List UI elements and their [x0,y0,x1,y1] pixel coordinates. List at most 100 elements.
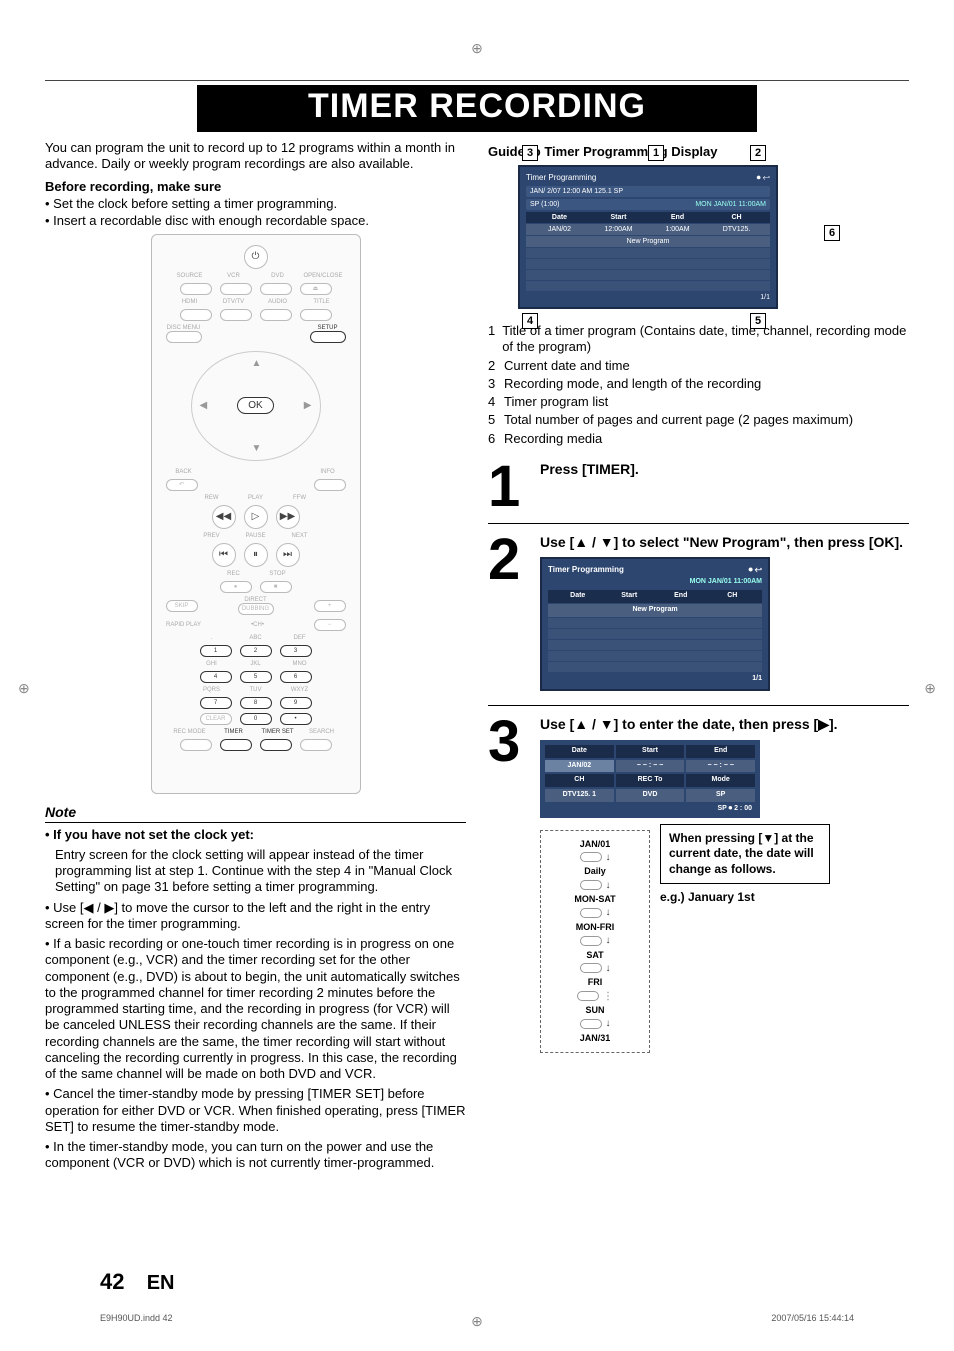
gn-2: 2 [488,358,498,374]
osd1-r-ch: DTV125. [707,226,766,233]
lbl-pause: PAUSE [238,533,274,539]
page-title: TIMER RECORDING [197,85,757,132]
right-column: Guide to Timer Programming Display 1 2 3… [488,140,909,1176]
seq-6: SUN [545,1005,645,1016]
arrow-left-icon: ◀ [200,400,208,411]
mt-h2: End [686,745,755,758]
gn-1: 1 [488,323,496,356]
note-item-4: • In the timer-standby mode, you can tur… [45,1139,466,1172]
numlbl-2a: GHI [194,661,230,667]
btn-timerset [260,739,292,751]
num-8: 8 [240,697,272,709]
osd2-c3: CH [707,592,759,601]
registration-mark-right: ⊕ [924,680,936,697]
mt-r2-0: DTV125. 1 [545,789,614,802]
btn-recmode [180,739,212,751]
osd1-c-start: Start [589,214,648,221]
btn-prev: ⏮ [212,543,236,567]
registration-mark-top: ⊕ [471,40,483,57]
lbl-rew: REW [194,495,230,501]
lbl-timerset: TIMER SET [260,729,296,735]
arrow-down-icon: ▼ [252,443,262,454]
btn-rew: ◀◀ [212,505,236,529]
lbl-play: PLAY [238,495,274,501]
seq-5: FRI [545,977,645,988]
osd1-c-ch: CH [707,214,766,221]
mt-h0: Date [545,745,614,758]
gi-2: Current date and time [504,358,630,374]
gi-5: Total number of pages and current page (… [504,412,853,428]
osd1-title: Timer Programming [526,173,596,183]
gn-5: 5 [488,412,498,428]
osd2-e1 [548,618,762,628]
step3-table: Date Start End JAN/02 − − : − − − − : − … [540,740,760,818]
seq-arrow-6: ↓ [545,1018,645,1031]
lbl-rapid: RAPID PLAY [166,622,202,628]
btn-ch-minus: − [314,619,346,631]
lbl-direct: DIRECT [238,597,274,603]
numlbl-3c: WXYZ [282,687,318,693]
press-note: When pressing [▼] at the current date, t… [660,824,830,885]
btn-dtv [220,309,252,321]
gi-3: Recording mode, and length of the record… [504,376,761,392]
print-footer: E9H90UD.indd 42 ⊕ 2007/05/16 15:44:14 [100,1313,854,1323]
osd1-empty-1 [526,248,770,258]
btn-next: ⏭ [276,543,300,567]
btn-hdmi [180,309,212,321]
osd2-c2: End [655,592,707,601]
eg-text: e.g.) January 1st [660,890,830,905]
btn-back: ↶ [166,479,198,491]
num-dot: • [280,713,312,725]
osd1-row: JAN/02 12:00AM 1:00AM DTV125. [526,224,770,235]
btn-title [300,309,332,321]
btn-timer [220,739,252,751]
lbl-hdmi: HDMI [172,299,208,305]
osd2-title: Timer Programming [548,565,624,575]
osd1-c-date: Date [530,214,589,221]
numlbl-2c: MNO [282,661,318,667]
callout-1: 1 [648,145,664,161]
numlbl-3b: TUV [238,687,274,693]
seq-arrow-0: ↓ [545,852,645,865]
callout-3: 3 [522,145,538,161]
lbl-next: NEXT [282,533,318,539]
btn-dubbing: DUBBING [238,603,274,615]
btn-clear: CLEAR [200,713,232,725]
osd2-datetime: MON JAN/01 11:00AM [548,578,762,587]
num-6: 6 [280,671,312,683]
btn-open: ⏏ [300,283,332,295]
step-3-num: 3 [488,716,532,768]
guide-legend: 1Title of a timer program (Contains date… [488,323,909,447]
btn-info [314,479,346,491]
mt-h21: REC To [616,774,685,787]
date-sequence: JAN/01 ↓ Daily ↓ MON-SAT ↓ MON-FRI ↓ SAT… [540,830,650,1054]
print-timestamp: 2007/05/16 15:44:14 [771,1313,854,1323]
osd1-empty-3 [526,270,770,280]
osd1-c-end: End [648,214,707,221]
note-bold-line: • If you have not set the clock yet: [45,827,254,842]
lbl-recmode: REC MODE [172,729,208,735]
num-9: 9 [280,697,312,709]
lbl-open: OPEN/CLOSE [304,273,340,279]
step-2-text: Use [▲ / ▼] to select "New Program", the… [540,534,909,552]
num-1: 1 [200,645,232,657]
ok-button: OK [237,397,273,414]
btn-ch-plus: + [314,600,346,612]
num-4: 4 [200,671,232,683]
osd-guide-diagram: 1 2 3 4 5 6 Timer Programming ⏺ ↩ JAN/ 2… [518,165,818,309]
seq-7: JAN/31 [545,1033,645,1044]
lbl-vcr: VCR [216,273,252,279]
mt-r1-1: − − : − − [616,760,685,773]
callout-4: 4 [522,313,538,329]
numlbl-3a: PQRS [194,687,230,693]
num-2: 2 [240,645,272,657]
before-item-1: • Set the clock before setting a timer p… [45,196,466,211]
guide-heading: Guide to Timer Programming Display [488,144,909,159]
note-item-2: • If a basic recording or one-touch time… [45,936,466,1082]
seq-4: SAT [545,950,645,961]
num-0: 0 [240,713,272,725]
seq-arrow-3: ↓ [545,935,645,948]
mt-r2-2: SP [686,789,755,802]
lbl-ffw: FFW [282,495,318,501]
before-item-2: • Insert a recordable disc with enough r… [45,213,466,228]
